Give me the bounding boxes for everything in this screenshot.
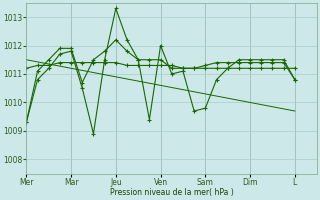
X-axis label: Pression niveau de la mer( hPa ): Pression niveau de la mer( hPa ) — [110, 188, 234, 197]
